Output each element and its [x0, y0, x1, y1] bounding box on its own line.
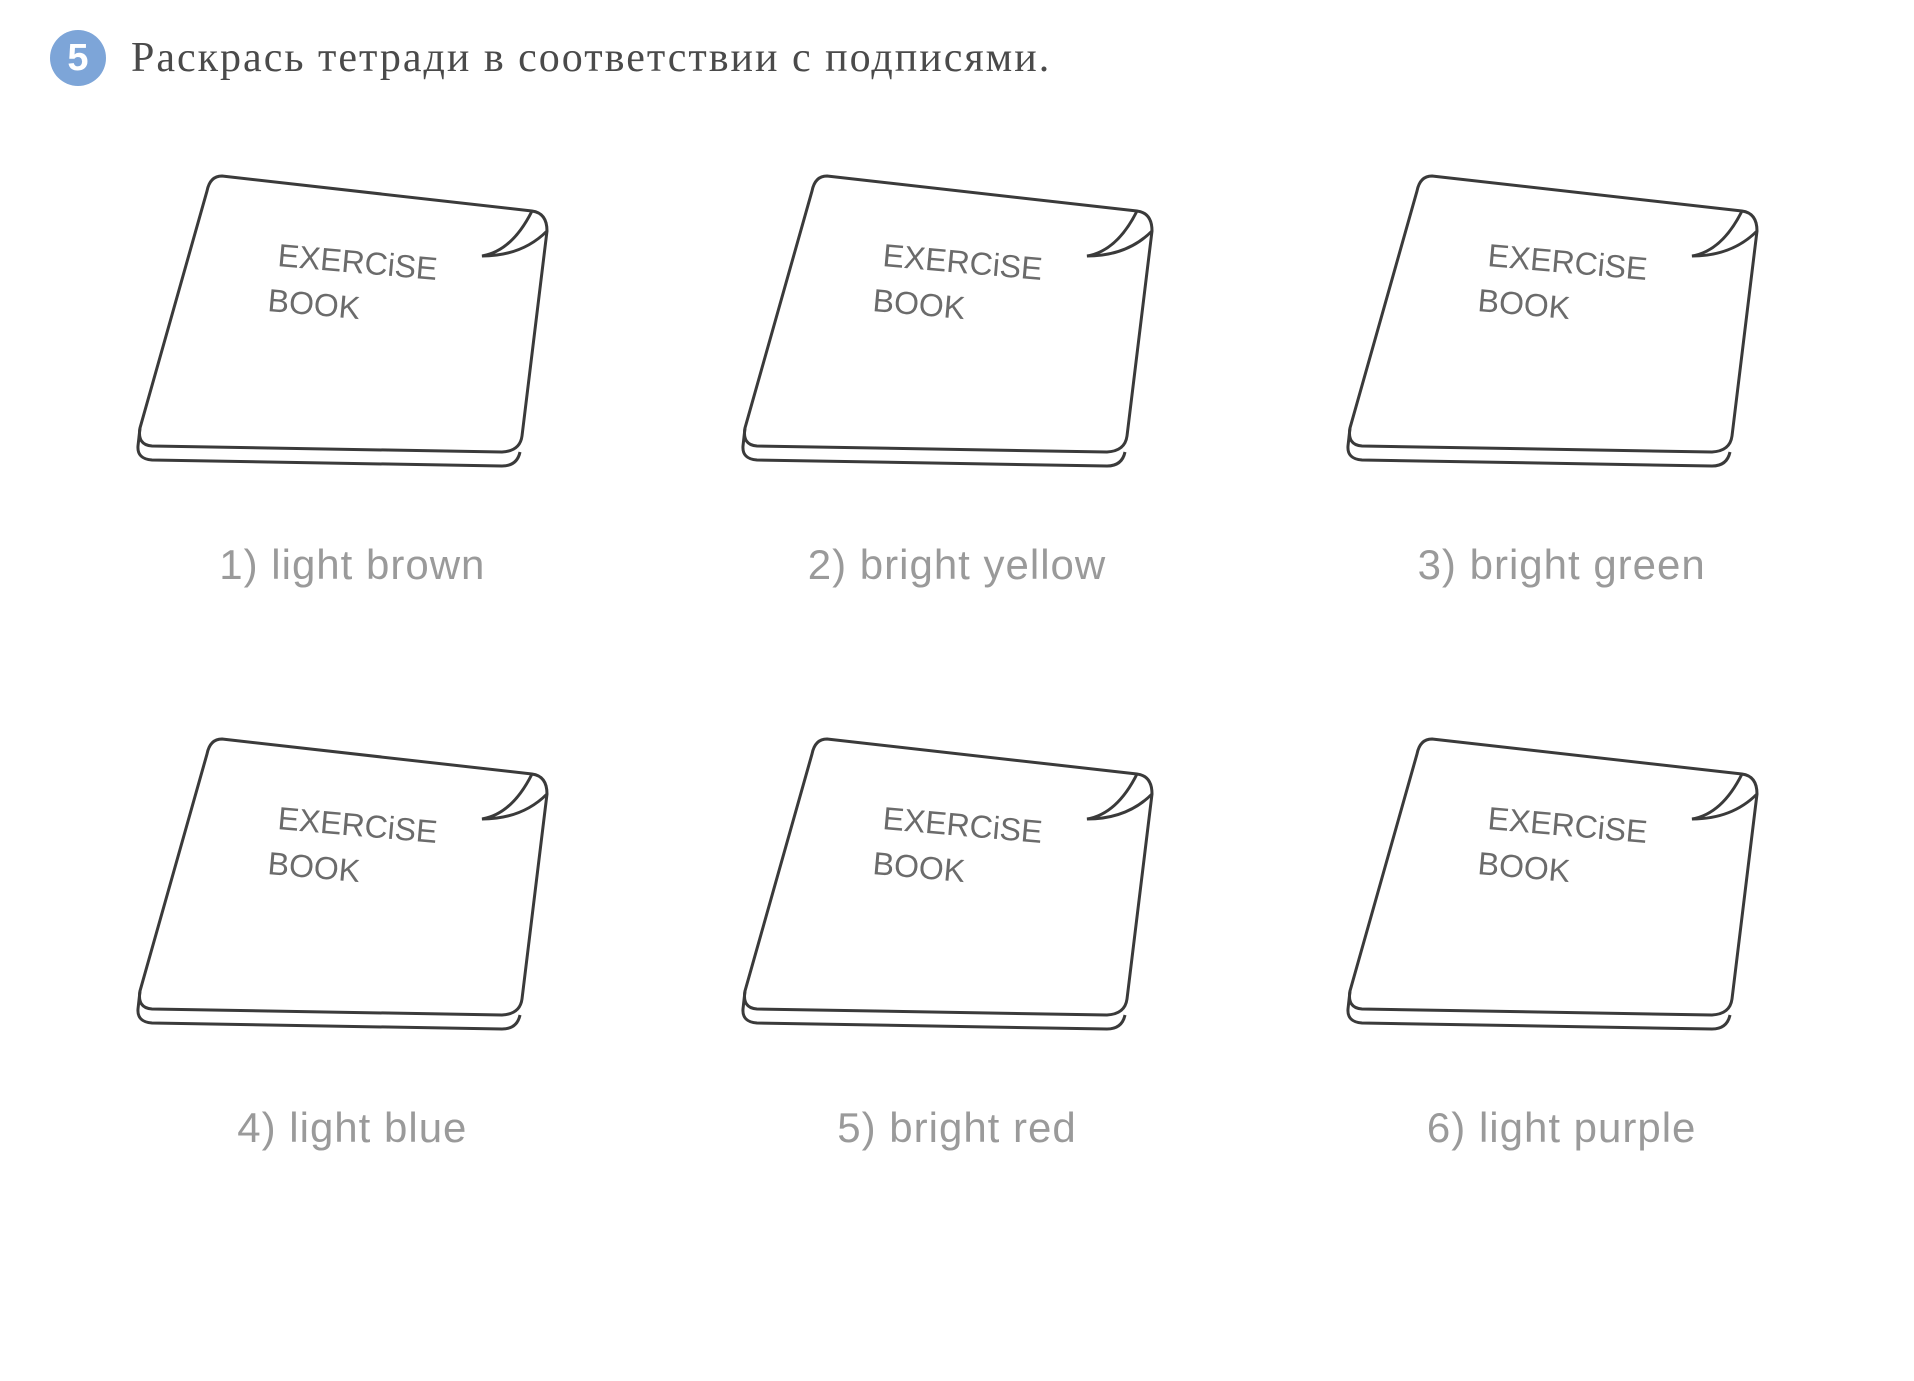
caption-number: 6)	[1427, 1104, 1466, 1151]
caption-text: bright green	[1470, 541, 1706, 588]
caption-text: light blue	[289, 1104, 467, 1151]
caption-number: 2)	[808, 541, 847, 588]
caption-text: light brown	[271, 541, 485, 588]
caption-number: 1)	[219, 541, 258, 588]
caption-number: 5)	[837, 1104, 876, 1151]
notebook-text-line1: EXERCiSE	[881, 800, 1044, 850]
notebook-icon: EXERCiSE BOOK	[707, 719, 1207, 1059]
caption-text: bright red	[889, 1104, 1076, 1151]
notebook-text-line1: EXERCiSE	[277, 237, 440, 287]
exercise-header: 5 Раскрась тетради в соответствии с подп…	[50, 30, 1864, 86]
exercise-number: 5	[67, 37, 88, 80]
notebook-text-line2: BOOK	[1476, 282, 1571, 326]
notebook-caption: 2) bright yellow	[808, 541, 1106, 589]
notebook-icon: EXERCiSE BOOK	[102, 156, 602, 496]
notebook-grid: EXERCiSE BOOK 1) light brown EXERCiSE BO…	[50, 156, 1864, 1152]
caption-number: 4)	[237, 1104, 276, 1151]
notebook-text-line2: BOOK	[871, 845, 966, 889]
notebook-text-line2: BOOK	[267, 282, 362, 326]
caption-text: bright yellow	[860, 541, 1106, 588]
notebook-item: EXERCiSE BOOK 6) light purple	[1289, 719, 1834, 1152]
caption-number: 3)	[1418, 541, 1457, 588]
exercise-number-badge: 5	[50, 30, 106, 86]
notebook-icon: EXERCiSE BOOK	[707, 156, 1207, 496]
notebook-item: EXERCiSE BOOK 4) light blue	[80, 719, 625, 1152]
notebook-text-line2: BOOK	[871, 282, 966, 326]
notebook-icon: EXERCiSE BOOK	[1312, 719, 1812, 1059]
notebook-text-line1: EXERCiSE	[881, 237, 1044, 287]
notebook-item: EXERCiSE BOOK 3) bright green	[1289, 156, 1834, 589]
notebook-caption: 3) bright green	[1418, 541, 1706, 589]
notebook-caption: 6) light purple	[1427, 1104, 1697, 1152]
caption-text: light purple	[1479, 1104, 1696, 1151]
notebook-icon: EXERCiSE BOOK	[102, 719, 602, 1059]
notebook-caption: 1) light brown	[219, 541, 485, 589]
exercise-instruction: Раскрась тетради в соответствии с подпис…	[131, 34, 1051, 82]
notebook-item: EXERCiSE BOOK 2) bright yellow	[685, 156, 1230, 589]
notebook-item: EXERCiSE BOOK 1) light brown	[80, 156, 625, 589]
notebook-text-line1: EXERCiSE	[277, 800, 440, 850]
notebook-text-line1: EXERCiSE	[1486, 800, 1649, 850]
notebook-caption: 4) light blue	[237, 1104, 467, 1152]
notebook-text-line2: BOOK	[1476, 845, 1571, 889]
notebook-item: EXERCiSE BOOK 5) bright red	[685, 719, 1230, 1152]
notebook-text-line1: EXERCiSE	[1486, 237, 1649, 287]
notebook-icon: EXERCiSE BOOK	[1312, 156, 1812, 496]
notebook-text-line2: BOOK	[267, 845, 362, 889]
notebook-caption: 5) bright red	[837, 1104, 1076, 1152]
